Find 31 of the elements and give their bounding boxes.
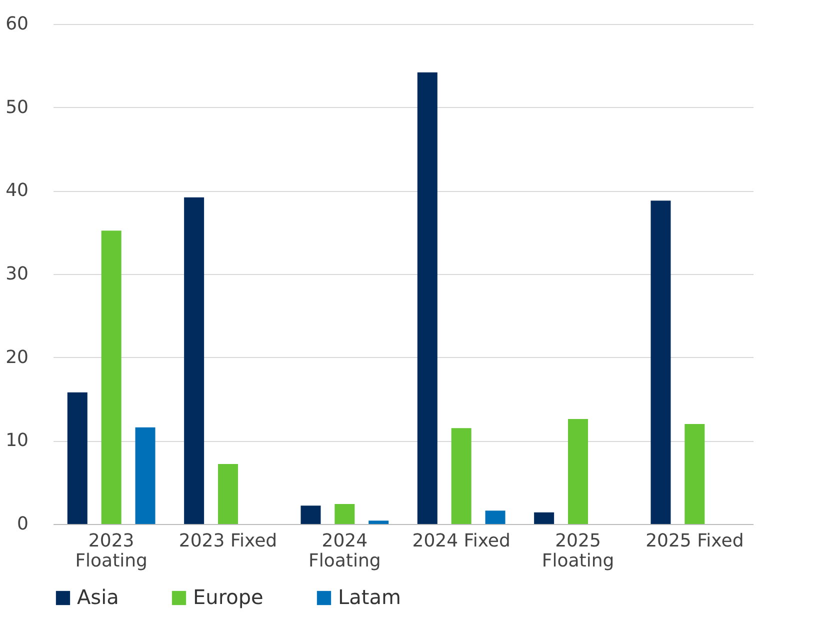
x-tick-label: 2024 Floating	[308, 530, 381, 572]
bar	[417, 72, 438, 524]
legend-label: Europe	[193, 585, 264, 609]
bar	[334, 504, 355, 524]
x-tick-label: 2023 Fixed	[178, 530, 278, 552]
legend-label: Latam	[338, 585, 401, 609]
bar	[67, 392, 88, 524]
x-tick-label: 2025 Fixed	[646, 530, 744, 552]
bar	[684, 424, 705, 524]
y-tick-label: 30	[6, 264, 28, 284]
y-tick-label: 10	[6, 430, 28, 452]
bar	[368, 520, 389, 524]
bar	[568, 419, 588, 524]
y-tick-label: 60	[6, 14, 28, 34]
legend-label: Asia	[77, 585, 119, 609]
bar	[534, 512, 554, 524]
x-tick-label: 2023 Floating	[75, 530, 148, 572]
y-tick-label: 50	[6, 96, 28, 118]
x-tick-label: 2025 Floating	[542, 530, 614, 572]
bar	[650, 200, 671, 524]
y-tick-label: 0	[17, 514, 28, 534]
bar	[300, 506, 321, 524]
bar	[135, 427, 156, 524]
y-tick-label: 20	[6, 346, 28, 368]
bar	[451, 428, 472, 524]
bar	[485, 510, 506, 524]
bar	[101, 230, 122, 524]
x-tick-label: 2024 Fixed	[412, 530, 510, 552]
bar	[184, 197, 204, 524]
bar	[218, 464, 238, 524]
y-tick-label: 40	[6, 180, 28, 202]
